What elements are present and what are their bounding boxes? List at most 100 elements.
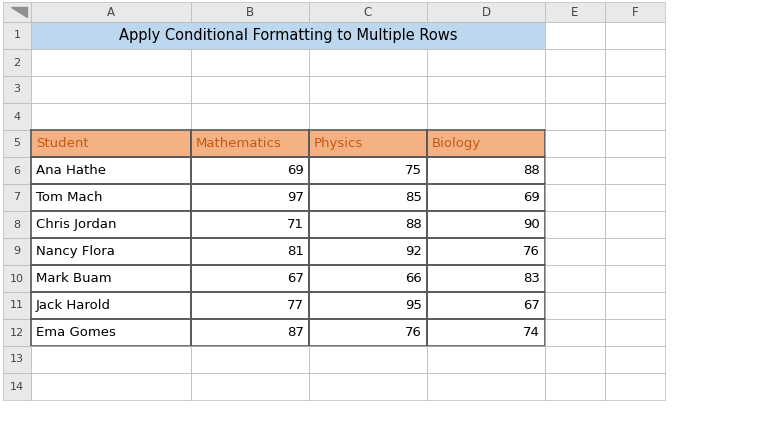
Bar xyxy=(31,49,191,76)
Text: 77: 77 xyxy=(287,299,304,312)
Text: 90: 90 xyxy=(523,218,540,231)
Bar xyxy=(3,103,31,130)
Text: 69: 69 xyxy=(523,191,540,204)
Text: 2: 2 xyxy=(14,57,21,67)
Text: 92: 92 xyxy=(405,245,422,258)
Bar xyxy=(3,157,31,184)
Text: 10: 10 xyxy=(10,273,24,283)
Bar xyxy=(31,76,191,103)
Bar xyxy=(427,292,545,319)
Bar xyxy=(3,319,31,346)
Text: 76: 76 xyxy=(405,326,422,339)
Bar xyxy=(605,76,665,103)
Text: Student: Student xyxy=(36,137,89,150)
Bar xyxy=(3,211,31,238)
Bar xyxy=(545,373,605,400)
Bar xyxy=(605,49,665,76)
Bar xyxy=(427,2,545,22)
Text: 83: 83 xyxy=(523,272,540,285)
Bar xyxy=(31,157,191,184)
Bar xyxy=(31,238,191,265)
Text: E: E xyxy=(571,6,578,18)
Bar xyxy=(545,346,605,373)
Text: 81: 81 xyxy=(287,245,304,258)
Text: Chris Jordan: Chris Jordan xyxy=(36,218,117,231)
Bar xyxy=(545,76,605,103)
Bar xyxy=(605,184,665,211)
Text: 75: 75 xyxy=(405,164,422,177)
Text: 7: 7 xyxy=(14,192,21,202)
Bar xyxy=(309,373,427,400)
Bar xyxy=(3,49,31,76)
Text: 12: 12 xyxy=(10,328,24,338)
Bar xyxy=(31,265,191,292)
Bar xyxy=(605,157,665,184)
Text: Ema Gomes: Ema Gomes xyxy=(36,326,116,339)
Bar xyxy=(191,238,309,265)
Bar xyxy=(605,265,665,292)
Bar xyxy=(309,76,427,103)
Text: 14: 14 xyxy=(10,381,24,392)
Bar xyxy=(31,22,545,49)
Bar xyxy=(191,157,309,184)
Text: 95: 95 xyxy=(405,299,422,312)
Text: 11: 11 xyxy=(10,300,24,311)
Bar xyxy=(309,103,427,130)
Text: D: D xyxy=(482,6,491,18)
Bar xyxy=(545,265,605,292)
Text: 76: 76 xyxy=(523,245,540,258)
Bar xyxy=(545,22,605,49)
Bar xyxy=(605,211,665,238)
Bar xyxy=(3,265,31,292)
Text: 69: 69 xyxy=(288,164,304,177)
Bar xyxy=(191,76,309,103)
Bar xyxy=(605,346,665,373)
Bar xyxy=(545,319,605,346)
Text: 67: 67 xyxy=(287,272,304,285)
Bar xyxy=(427,130,545,157)
Bar xyxy=(3,184,31,211)
Bar xyxy=(545,130,605,157)
Bar xyxy=(3,238,31,265)
Bar xyxy=(427,157,545,184)
Bar xyxy=(545,49,605,76)
Bar xyxy=(605,2,665,22)
Text: 6: 6 xyxy=(14,166,21,176)
Text: 71: 71 xyxy=(287,218,304,231)
Text: Ana Hathe: Ana Hathe xyxy=(36,164,106,177)
Bar xyxy=(605,373,665,400)
Text: Apply Conditional Formatting to Multiple Rows: Apply Conditional Formatting to Multiple… xyxy=(119,28,457,43)
Bar xyxy=(545,2,605,22)
Bar xyxy=(545,238,605,265)
Bar xyxy=(427,211,545,238)
Bar xyxy=(309,265,427,292)
Text: 67: 67 xyxy=(523,299,540,312)
Bar xyxy=(605,292,665,319)
Text: 88: 88 xyxy=(523,164,540,177)
Bar xyxy=(427,373,545,400)
Bar xyxy=(191,130,309,157)
Bar xyxy=(309,211,427,238)
Text: Mark Buam: Mark Buam xyxy=(36,272,112,285)
Bar xyxy=(31,2,191,22)
Bar xyxy=(191,103,309,130)
Text: 74: 74 xyxy=(523,326,540,339)
Bar xyxy=(309,238,427,265)
Text: B: B xyxy=(246,6,254,18)
Text: Tom Mach: Tom Mach xyxy=(36,191,103,204)
Bar xyxy=(545,184,605,211)
Bar xyxy=(605,319,665,346)
Bar xyxy=(191,49,309,76)
Bar xyxy=(427,319,545,346)
Bar xyxy=(31,184,191,211)
Bar xyxy=(309,292,427,319)
Bar xyxy=(3,76,31,103)
Bar xyxy=(309,346,427,373)
Bar xyxy=(427,238,545,265)
Bar xyxy=(191,292,309,319)
Bar xyxy=(31,292,191,319)
Text: Physics: Physics xyxy=(314,137,364,150)
Text: 85: 85 xyxy=(405,191,422,204)
Bar xyxy=(545,103,605,130)
Bar xyxy=(309,184,427,211)
